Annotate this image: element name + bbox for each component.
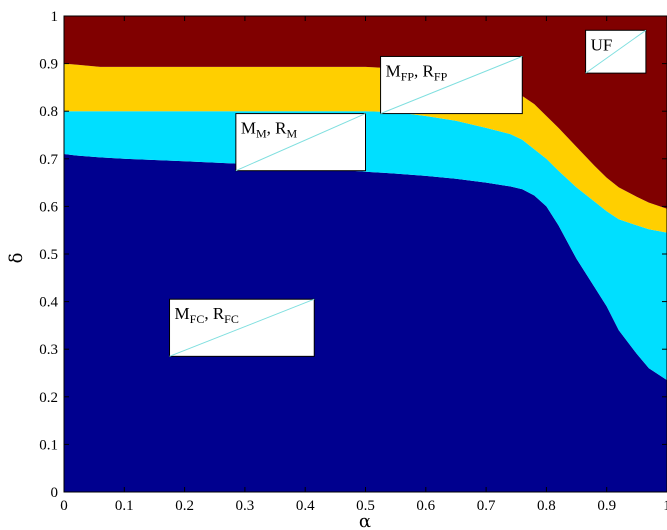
region-labels: MFC, RFC MM, RM MFP, RFP UF [169,29,647,357]
region-areas [64,16,667,492]
label-box-diagonal [380,55,523,115]
label-box-diagonal [235,113,366,172]
y-tick-label: 0.5 [39,247,58,263]
x-tick-label: 1 [663,498,667,514]
x-tick-label: 0.9 [597,498,616,514]
y-tick-label: 0.2 [39,390,58,406]
x-tick-label: 0.8 [537,498,556,514]
label-box-diagonal [585,29,647,74]
x-axis-label: α [359,511,371,530]
y-tick-label: 0.7 [39,152,58,168]
x-tick-label: 0.2 [175,498,194,514]
x-tick-label: 0.5 [356,498,375,514]
region-label-text: MM, RM [241,119,298,141]
label-box-diagonal [169,298,315,357]
region-label-text: MFC, RFC [175,304,239,326]
y-tick-label: 0.9 [39,57,58,73]
y-tick-label: 1 [51,9,59,25]
y-tick-label: 0.3 [39,342,58,358]
x-tick-label: 0.3 [236,498,255,514]
region-label-box: MM, RM [235,113,366,172]
x-tick-label: 0.1 [115,498,134,514]
y-tick-label: 0.8 [39,104,58,120]
region-label-box: MFP, RFP [380,55,523,115]
x-tick-label: 0.6 [416,498,435,514]
x-tick-label: 0.4 [296,498,315,514]
region-area [64,111,667,381]
x-tick-label: 0.7 [477,498,496,514]
x-tick-label: 0 [60,498,68,514]
region-label-text: MFP, RFP [386,61,448,83]
y-tick-label: 0 [51,485,59,501]
axis-ticks: 0 0.1 0.2 0.3 0.4 0.5 0.6 0.7 0.8 0.9 1 0 0.1 0.2 0.3 0… [39,9,667,514]
y-axis-label: δ [6,253,27,264]
y-tick-label: 0.4 [39,295,58,311]
region-label-box: MFC, RFC [169,298,315,357]
region-label-box: UF [585,29,647,74]
y-tick-label: 0.6 [39,199,58,215]
y-tick-label: 0.1 [39,437,58,453]
region-label-text: UF [591,35,613,54]
region-area [64,154,667,492]
